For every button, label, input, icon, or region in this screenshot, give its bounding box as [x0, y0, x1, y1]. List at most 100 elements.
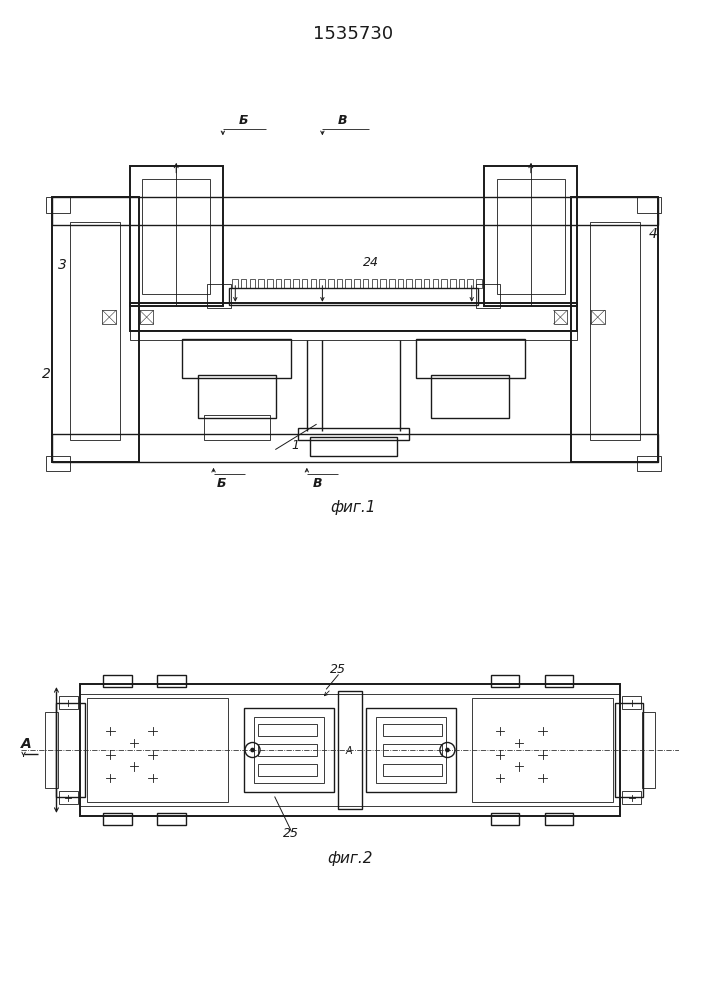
Bar	[491, 675, 519, 687]
Bar	[389, 279, 395, 288]
Circle shape	[250, 748, 255, 752]
Bar	[45, 456, 71, 471]
Bar	[198, 375, 276, 418]
Bar	[293, 279, 299, 288]
Bar	[328, 279, 334, 288]
Circle shape	[445, 748, 450, 752]
Text: 25: 25	[284, 827, 299, 840]
Bar	[276, 279, 281, 288]
Bar	[591, 310, 604, 324]
Bar	[229, 288, 478, 305]
Bar	[103, 310, 116, 324]
Bar	[643, 712, 655, 788]
Bar	[423, 279, 429, 288]
Bar	[129, 303, 578, 331]
Bar	[52, 434, 658, 462]
Bar	[207, 284, 230, 308]
Bar	[380, 279, 386, 288]
Bar	[337, 279, 342, 288]
Text: В: В	[338, 114, 347, 127]
Bar	[545, 675, 573, 687]
Bar	[129, 330, 578, 340]
Text: фиг.2: фиг.2	[327, 851, 373, 866]
Bar	[320, 279, 325, 288]
Bar	[140, 310, 153, 324]
Bar	[476, 279, 481, 288]
Bar	[590, 222, 640, 440]
Bar	[59, 696, 78, 709]
Bar	[310, 437, 397, 456]
Bar	[250, 279, 255, 288]
Bar	[477, 284, 500, 308]
Text: Б: Б	[216, 477, 226, 490]
Bar	[103, 675, 132, 687]
Bar	[142, 179, 211, 294]
Text: 2: 2	[42, 367, 52, 381]
Bar	[45, 712, 57, 788]
Bar	[376, 717, 446, 783]
Text: Б: Б	[238, 114, 248, 127]
Bar	[383, 764, 442, 776]
Bar	[232, 279, 238, 288]
Bar	[59, 791, 78, 804]
Bar	[158, 813, 185, 825]
Bar	[571, 197, 658, 462]
Bar	[636, 456, 662, 471]
Bar	[258, 764, 317, 776]
Bar	[57, 703, 85, 797]
Bar	[484, 166, 578, 306]
Bar	[415, 279, 421, 288]
Bar	[554, 310, 567, 324]
Bar	[129, 166, 223, 306]
Text: 1: 1	[291, 439, 299, 452]
Bar	[407, 279, 412, 288]
Bar	[431, 375, 509, 418]
Text: 3: 3	[58, 258, 67, 272]
Bar	[258, 724, 317, 736]
Bar	[354, 279, 360, 288]
Bar	[80, 684, 620, 816]
Bar	[298, 428, 409, 440]
Bar	[71, 222, 120, 440]
Bar	[416, 339, 525, 378]
Bar	[258, 744, 317, 756]
Bar	[254, 717, 324, 783]
Bar	[52, 197, 139, 462]
Text: 24: 24	[363, 256, 379, 269]
Bar	[622, 696, 641, 709]
Bar	[182, 339, 291, 378]
Bar	[545, 813, 573, 825]
Bar	[615, 703, 643, 797]
Bar	[302, 279, 308, 288]
Bar	[397, 279, 403, 288]
Bar	[467, 279, 473, 288]
Bar	[52, 197, 658, 225]
Bar	[491, 813, 519, 825]
Bar	[433, 279, 438, 288]
Bar	[372, 279, 377, 288]
Text: 25: 25	[330, 663, 346, 676]
Bar	[363, 279, 368, 288]
Bar	[310, 279, 316, 288]
Bar	[459, 279, 464, 288]
Bar	[45, 197, 71, 213]
Bar	[383, 724, 442, 736]
Bar	[245, 708, 334, 792]
Text: фиг.1: фиг.1	[331, 500, 376, 515]
Text: А: А	[21, 737, 31, 751]
Text: 4: 4	[649, 227, 658, 241]
Bar	[267, 279, 273, 288]
Text: В: В	[313, 477, 322, 490]
Text: 1535730: 1535730	[313, 25, 394, 43]
Bar	[636, 197, 662, 213]
Bar	[472, 698, 613, 802]
Bar	[204, 415, 269, 440]
Bar	[87, 698, 228, 802]
Bar	[338, 691, 362, 809]
Bar	[622, 791, 641, 804]
Text: А: А	[345, 746, 352, 756]
Bar	[258, 279, 264, 288]
Bar	[284, 279, 290, 288]
Bar	[241, 279, 247, 288]
Bar	[366, 708, 455, 792]
